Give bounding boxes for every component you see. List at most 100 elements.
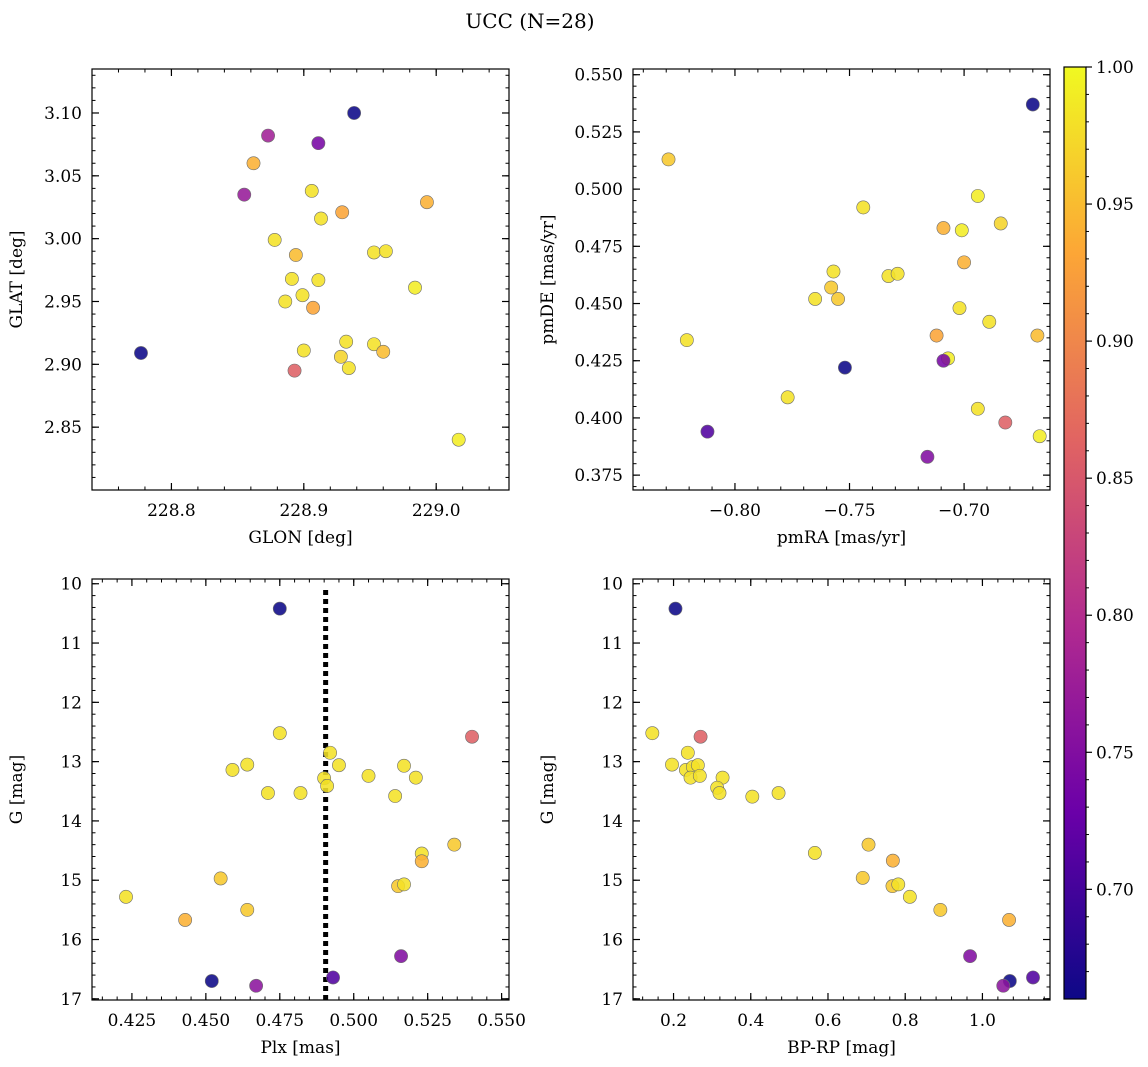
scatter-point [361, 768, 376, 783]
scatter-point [347, 106, 362, 120]
y-tick-label: 15 [601, 871, 623, 891]
y-tick-label: 12 [60, 693, 82, 713]
x-tick-label: 0.4 [737, 1011, 764, 1031]
scatter-point [970, 189, 985, 203]
x-tick-label: −0.80 [709, 501, 761, 521]
scatter-point [408, 770, 423, 785]
scatter-point [284, 271, 299, 286]
panel-bprp-g: 0.2 0.4 0.6 0.8 1.0 10 11 12 13 14 15 16 17 BP-RP [ma… [538, 575, 1051, 1058]
scatter-point [952, 301, 967, 316]
scatter-point [288, 248, 303, 262]
y-axis-label: G [mag] [7, 755, 27, 824]
axes-frame [632, 578, 1051, 1001]
y-tick-label: 12 [601, 693, 623, 713]
scatter-point [700, 424, 715, 439]
scatter-point [920, 449, 935, 464]
scatter-point [237, 187, 252, 202]
scatter-point [225, 763, 240, 777]
y-tick-label: 14 [60, 812, 82, 832]
x-tick-label: 1.0 [969, 1011, 996, 1031]
scatter-point [856, 200, 871, 215]
scatter-point [465, 729, 479, 744]
y-tick-label: 10 [60, 575, 82, 595]
scatter-point [323, 745, 337, 760]
axes-frame [91, 578, 510, 1001]
x-tick-label: 0.6 [814, 1011, 841, 1031]
y-tick-label: 15 [60, 871, 82, 891]
y-tick-label: 0.375 [574, 466, 623, 486]
scatter-point [679, 333, 694, 348]
scatter-point [204, 974, 219, 988]
axes-frame [632, 68, 1051, 491]
scatter-point [838, 360, 852, 375]
y-tick-label: 3.10 [44, 104, 82, 124]
scatter-point [891, 877, 906, 892]
scatter-point [885, 853, 900, 868]
x-tick-label: 0.500 [329, 1011, 378, 1031]
scatter-point [333, 349, 348, 364]
scatter-point [826, 264, 841, 279]
scatter-point [414, 854, 429, 869]
scatter-point [451, 432, 466, 447]
scatter-point [993, 216, 1008, 231]
scatter-point [267, 233, 282, 247]
scatter-point [996, 978, 1011, 993]
scatter-point [394, 949, 408, 964]
x-axis-label: BP-RP [mag] [787, 1038, 896, 1058]
scatter-point [296, 343, 311, 358]
y-tick-label: 0.450 [574, 295, 623, 315]
x-tick-label: 0.2 [660, 1011, 687, 1031]
scatter-point [367, 245, 381, 260]
scatter-point [1002, 913, 1016, 927]
y-tick-label: 3.05 [44, 167, 82, 187]
scatter-point [668, 601, 683, 616]
scatter-point [311, 273, 326, 288]
panel-plx-g: 0.425 0.450 0.475 0.500 0.525 0.550 10 11 12 13 14… [7, 575, 526, 1058]
scatter-point [408, 280, 422, 295]
scatter-point [278, 294, 293, 309]
scatter-point [692, 768, 707, 783]
scatter-point [957, 255, 971, 270]
x-axis-label: pmRA [mas/yr] [777, 528, 906, 548]
scatter-point [954, 223, 969, 238]
colorbar-tick-label: 0.70 [1096, 880, 1134, 900]
colorbar-tick-label: 1.00 [1096, 58, 1134, 78]
y-tick-label: 14 [601, 812, 623, 832]
scatter-point [272, 601, 287, 616]
colorbar: 0.70 0.75 0.80 0.85 0.90 0.95 1.00 [1063, 58, 1134, 1000]
y-axis-label: G [mag] [538, 755, 558, 824]
scatter-point [933, 902, 948, 917]
scatter-point [693, 729, 708, 744]
colorbar-tick-label: 0.95 [1096, 195, 1134, 215]
scatter-point [240, 902, 255, 917]
scatter-point [1030, 328, 1045, 343]
scatter-point [341, 361, 356, 375]
y-tick-label: 17 [601, 990, 623, 1010]
scatter-point [831, 292, 845, 306]
scatter-point [936, 353, 951, 368]
scatter-point [388, 789, 403, 803]
scatter-point [998, 415, 1013, 430]
x-tick-label: 228.9 [279, 501, 328, 521]
colorbar-tick-label: 0.90 [1096, 332, 1134, 352]
scatter-point [287, 363, 302, 378]
y-tick-label: 17 [60, 990, 82, 1010]
colorbar-gradient [1063, 66, 1087, 1000]
scatter-point [339, 334, 354, 349]
y-tick-label: 0.500 [574, 180, 623, 200]
scatter-point [824, 280, 839, 295]
y-tick-label: 0.525 [574, 123, 623, 143]
scatter-point [240, 757, 255, 772]
scatter-point [272, 726, 287, 741]
panel-glon-glat: 228.8 228.9 229.0 2.85 2.90 2.95 3.00 3.05 3.10 G… [7, 68, 510, 548]
scatter-point [780, 390, 795, 405]
scatter-point [447, 837, 462, 852]
x-tick-label: 0.475 [255, 1011, 304, 1031]
y-tick-label: 0.550 [574, 66, 623, 86]
y-tick-label: 2.95 [44, 292, 82, 312]
scatter-point [645, 726, 660, 741]
x-tick-label: 229.0 [412, 501, 461, 521]
x-tick-label: 228.8 [147, 501, 196, 521]
scatter-point [1025, 97, 1040, 112]
y-axis-label: pmDE [mas/yr] [538, 214, 558, 344]
